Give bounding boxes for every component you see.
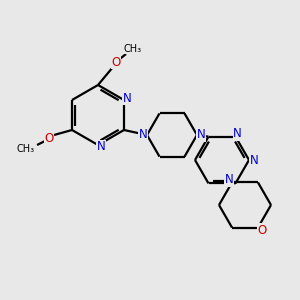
Text: CH₃: CH₃ <box>124 44 142 54</box>
Text: N: N <box>250 154 258 167</box>
Text: N: N <box>233 127 242 140</box>
Text: O: O <box>257 224 267 237</box>
Text: N: N <box>196 128 206 142</box>
Text: N: N <box>123 92 131 104</box>
Text: O: O <box>111 56 121 68</box>
Text: N: N <box>97 140 105 154</box>
Text: O: O <box>44 133 54 146</box>
Text: N: N <box>139 128 147 142</box>
Text: N: N <box>225 173 233 186</box>
Text: CH₃: CH₃ <box>17 144 35 154</box>
